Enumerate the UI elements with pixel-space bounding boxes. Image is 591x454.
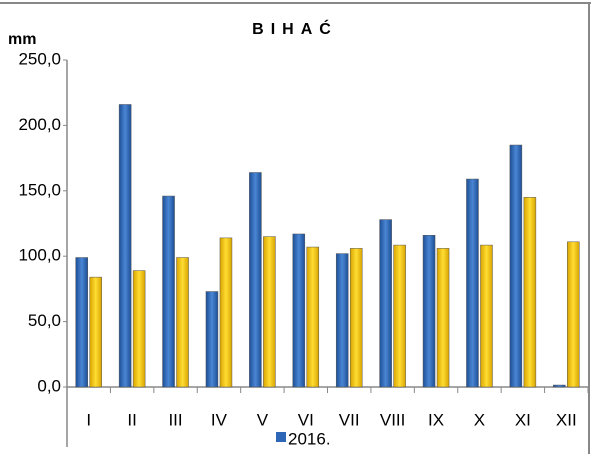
- bar: [176, 257, 189, 388]
- bar: [379, 219, 392, 388]
- bar: [466, 178, 479, 388]
- legend-label: 2016.: [288, 429, 331, 448]
- bar: [567, 241, 580, 388]
- bar: [335, 253, 349, 388]
- bar: [349, 248, 363, 388]
- x-tick-label: IV: [211, 410, 228, 429]
- bar: [263, 236, 276, 388]
- y-tick-label: 100,0: [18, 246, 61, 265]
- x-tick-label: VIII: [380, 410, 406, 429]
- x-tick-label: VII: [339, 410, 360, 429]
- x-tick-label: IX: [428, 410, 444, 429]
- bar: [436, 248, 450, 388]
- x-tick-label: I: [86, 410, 91, 429]
- x-tick-label: V: [257, 410, 269, 429]
- y-tick-label: 0,0: [37, 376, 61, 395]
- legend-swatch: [276, 432, 286, 442]
- bar: [393, 244, 406, 388]
- bar: [162, 195, 175, 388]
- x-tick-label: XI: [515, 410, 531, 429]
- x-tick-label: VI: [298, 410, 314, 429]
- bar: [553, 384, 566, 388]
- bar: [306, 246, 320, 388]
- bar: [422, 235, 436, 388]
- bar: [523, 197, 537, 388]
- x-tick-label: XII: [556, 410, 577, 429]
- bar: [132, 270, 146, 388]
- bar: [205, 291, 219, 388]
- bar: [249, 172, 262, 388]
- x-tick-label: II: [127, 410, 136, 429]
- bar: [118, 104, 132, 388]
- chart-title: BIHAĆ: [252, 19, 338, 38]
- x-tick-label: III: [168, 410, 182, 429]
- bar: [89, 276, 102, 388]
- y-tick-label: 200,0: [18, 115, 61, 134]
- bar: [509, 144, 523, 388]
- bar: [75, 257, 88, 388]
- bar: [480, 244, 493, 388]
- y-tick-label: 250,0: [18, 49, 61, 68]
- bar: [292, 233, 306, 388]
- y-tick-label: 50,0: [28, 311, 61, 330]
- y-tick-label: 150,0: [18, 180, 61, 199]
- y-axis-label: mm: [8, 31, 36, 48]
- bar: [219, 237, 233, 388]
- x-tick-label: X: [474, 410, 485, 429]
